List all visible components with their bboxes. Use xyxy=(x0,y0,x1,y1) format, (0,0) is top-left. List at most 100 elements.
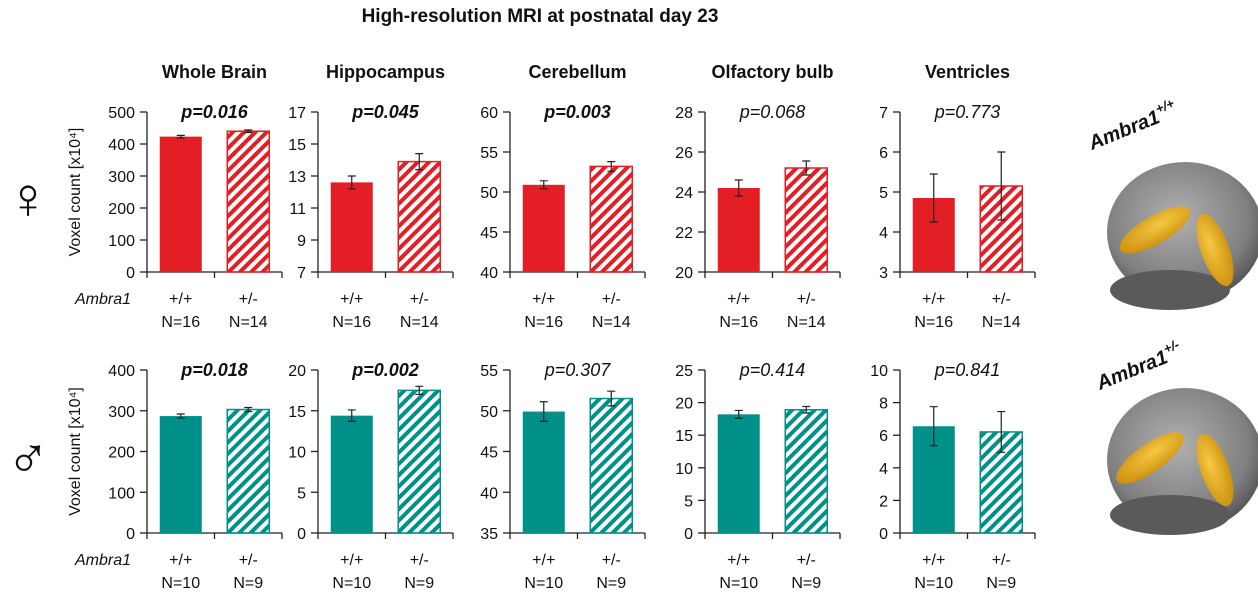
column-title: Whole Brain xyxy=(162,62,267,82)
y-tick-label: 20 xyxy=(288,363,306,380)
y-tick-label: 300 xyxy=(108,169,135,186)
y-tick-label: 3 xyxy=(879,265,888,282)
panel: p=0.002 0 5 10 15 20 +/+ N=10 +/- N=9 xyxy=(288,360,454,592)
y-tick-label: 0 xyxy=(126,526,135,543)
n-label: N=10 xyxy=(332,575,371,589)
y-tick-label: 300 xyxy=(108,404,135,421)
n-label: N=14 xyxy=(229,314,268,331)
y-tick-label: 400 xyxy=(108,137,135,154)
n-label: N=14 xyxy=(592,314,631,331)
n-label: N=9 xyxy=(791,575,821,589)
n-label: N=16 xyxy=(161,314,200,331)
y-tick-label: 7 xyxy=(297,265,306,282)
y-tick-label: 55 xyxy=(480,363,498,380)
y-tick-label: 0 xyxy=(684,526,693,543)
p-value: p=0.307 xyxy=(544,360,612,380)
y-tick-label: 25 xyxy=(675,363,693,380)
x-tick-label: +/+ xyxy=(727,291,750,308)
panel: p=0.841 0 2 4 6 8 10 +/+ N=10 +/- N=9 xyxy=(870,360,1036,592)
y-tick-label: 45 xyxy=(480,445,498,462)
error-bar xyxy=(176,413,185,419)
error-bar xyxy=(734,179,743,197)
n-label: N=14 xyxy=(982,314,1021,331)
x-axis-label: Ambra1 xyxy=(74,291,131,308)
x-tick-label: +/- xyxy=(797,291,816,308)
y-tick-label: 200 xyxy=(108,201,135,218)
error-bar xyxy=(802,160,811,176)
y-tick-label: 10 xyxy=(870,363,888,380)
p-value: p=0.045 xyxy=(351,102,420,122)
error-bar xyxy=(607,390,616,407)
y-tick-label: 200 xyxy=(108,445,135,462)
p-value: p=0.003 xyxy=(543,102,611,122)
y-tick-label: 15 xyxy=(675,428,693,445)
y-tick-label: 2 xyxy=(879,493,888,510)
y-tick-label: 400 xyxy=(108,363,135,380)
column-title: Olfactory bulb xyxy=(711,62,833,82)
error-bar xyxy=(539,180,548,190)
y-tick-label: 15 xyxy=(288,137,306,154)
error-bar xyxy=(244,129,253,134)
y-tick-label: 50 xyxy=(480,185,498,202)
y-tick-label: 11 xyxy=(289,201,306,218)
bar xyxy=(784,409,828,534)
x-tick-label: +/- xyxy=(992,552,1011,569)
y-tick-label: 0 xyxy=(297,526,306,543)
bar xyxy=(717,414,760,533)
n-label: N=10 xyxy=(719,575,758,589)
sex-symbol: ♂ xyxy=(6,426,50,491)
error-bar xyxy=(734,409,743,419)
y-tick-label: 20 xyxy=(675,396,693,413)
x-tick-label: +/- xyxy=(602,291,621,308)
bar xyxy=(226,408,270,534)
n-label: N=16 xyxy=(332,314,371,331)
genotype: +/- xyxy=(1161,337,1181,357)
y-tick-label: 100 xyxy=(108,485,135,502)
error-bar xyxy=(607,161,616,172)
error-bar xyxy=(997,410,1006,453)
bar xyxy=(589,165,633,273)
x-tick-label: +/+ xyxy=(727,552,750,569)
y-tick-label: 45 xyxy=(480,225,498,242)
x-tick-label: +/- xyxy=(602,552,621,569)
p-value: p=0.018 xyxy=(180,360,248,380)
y-tick-label: 24 xyxy=(675,185,693,202)
x-tick-label: +/+ xyxy=(169,291,192,308)
n-label: N=16 xyxy=(719,314,758,331)
y-tick-label: 22 xyxy=(675,225,693,242)
y-tick-label: 9 xyxy=(297,233,306,250)
n-label: N=10 xyxy=(524,575,563,589)
panel: Hippocampus p=0.045 7 9 11 13 15 17 +/+ N=16 +/- N=… xyxy=(288,62,454,331)
error-bar xyxy=(176,134,185,139)
genotype: +/+ xyxy=(1153,95,1176,116)
column-title: Cerebellum xyxy=(528,62,626,82)
sex-symbol: ♀ xyxy=(6,166,50,231)
y-tick-label: 13 xyxy=(288,169,306,186)
p-value: p=0.841 xyxy=(934,360,1001,380)
n-label: N=16 xyxy=(524,314,563,331)
n-label: N=10 xyxy=(914,575,953,589)
gene-name: Ambra1 xyxy=(1085,106,1163,155)
y-tick-label: 500 xyxy=(108,105,135,122)
bar xyxy=(589,397,633,534)
error-bar xyxy=(929,173,938,223)
x-tick-label: +/+ xyxy=(922,552,945,569)
panel: Cerebellum p=0.003 40 45 50 55 60 +/+ N=16 +/- N=1… xyxy=(480,62,646,331)
x-axis-label: Ambra1 xyxy=(74,552,131,569)
p-value: p=0.016 xyxy=(180,102,249,122)
bar xyxy=(397,389,441,534)
n-label: N=14 xyxy=(400,314,439,331)
n-label: N=9 xyxy=(233,575,263,589)
y-tick-label: 6 xyxy=(879,145,888,162)
x-tick-label: +/- xyxy=(992,291,1011,308)
brain-label: Ambra1+/- xyxy=(1091,337,1185,395)
panel: Olfactory bulb p=0.068 20 22 24 26 28 +/+ N=16 +/… xyxy=(675,62,841,331)
y-tick-label: 5 xyxy=(879,185,888,202)
y-tick-label: 35 xyxy=(480,526,498,543)
y-tick-label: 6 xyxy=(879,428,888,445)
y-tick-label: 5 xyxy=(297,485,306,502)
x-tick-label: +/+ xyxy=(340,291,363,308)
p-value: p=0.414 xyxy=(739,360,806,380)
p-value: p=0.002 xyxy=(351,360,419,380)
